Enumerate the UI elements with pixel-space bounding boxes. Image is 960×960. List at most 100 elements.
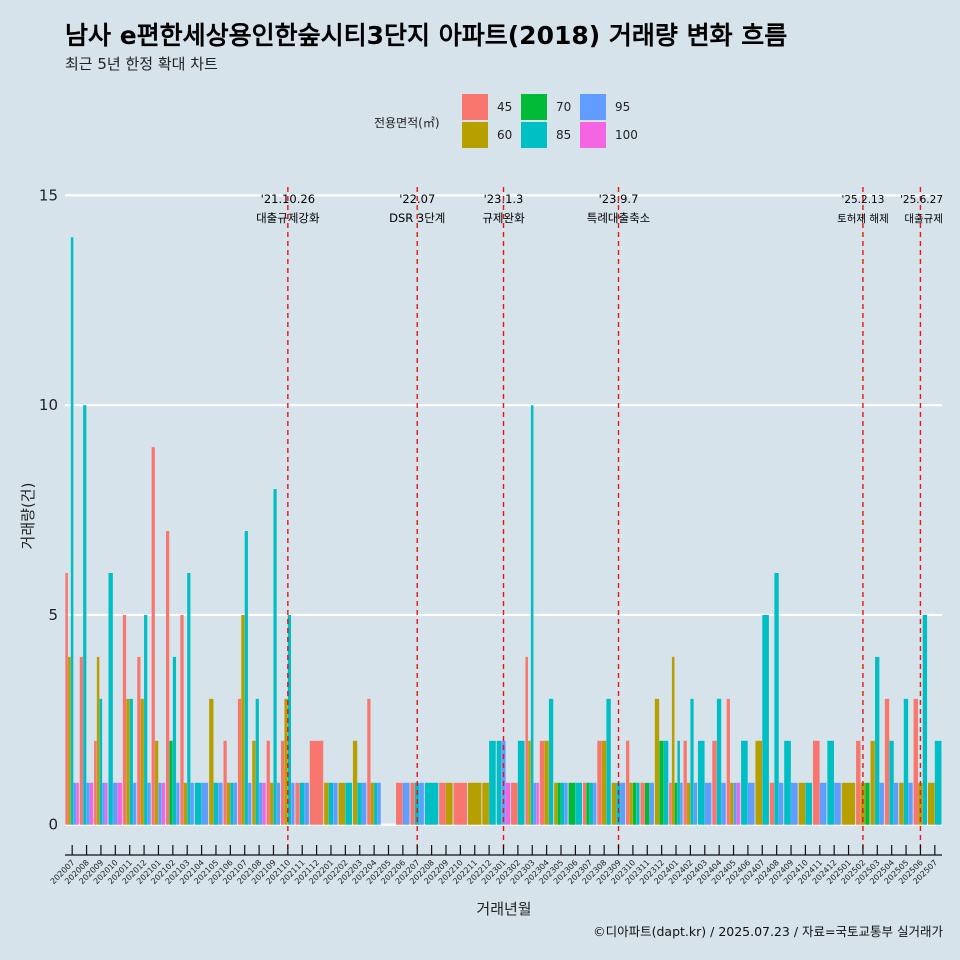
- bar: [893, 782, 899, 825]
- bar: [453, 782, 467, 825]
- legend-label: 95: [615, 100, 630, 114]
- event-label: 대출규제강화: [256, 211, 320, 225]
- bar: [805, 782, 813, 825]
- bar: [704, 782, 712, 825]
- bar: [439, 782, 446, 825]
- bars: [65, 237, 942, 825]
- bar: [223, 740, 227, 825]
- legend-label: 85: [556, 128, 571, 142]
- bar: [68, 656, 71, 825]
- bar: [377, 782, 381, 825]
- bar: [741, 740, 748, 825]
- bar: [716, 698, 722, 825]
- bar: [230, 782, 234, 825]
- y-tick-label: 10: [39, 396, 58, 414]
- chart-subtitle: 최근 5년 한정 확대 차트: [65, 55, 218, 73]
- bar: [697, 740, 705, 825]
- bar: [262, 782, 266, 825]
- bar: [640, 782, 645, 825]
- bar: [539, 740, 545, 825]
- bar: [899, 782, 904, 825]
- bar: [183, 782, 188, 825]
- bar: [922, 614, 928, 825]
- bar: [934, 740, 942, 825]
- bar: [333, 782, 338, 825]
- event-date: '21.10.26: [261, 192, 315, 206]
- bar: [778, 782, 784, 825]
- bar: [680, 782, 683, 825]
- bar: [798, 782, 806, 825]
- bar: [180, 614, 184, 825]
- bar: [367, 698, 371, 825]
- bar: [255, 698, 259, 825]
- bar: [671, 656, 675, 825]
- bar: [424, 782, 439, 825]
- bar: [76, 782, 79, 825]
- bar: [122, 614, 127, 825]
- bar: [586, 782, 590, 825]
- bar: [419, 782, 424, 825]
- x-axis: 2020072020082020092020102020112020122021…: [49, 845, 942, 886]
- legend-label: 45: [497, 100, 512, 114]
- bar: [733, 782, 737, 825]
- bar: [102, 782, 105, 825]
- bar: [147, 782, 151, 825]
- bar: [89, 782, 94, 825]
- event-label: 규제완화: [482, 211, 525, 225]
- bar: [557, 782, 561, 825]
- bar: [345, 782, 352, 825]
- bar: [218, 782, 223, 825]
- legend-label: 70: [556, 100, 571, 114]
- bar: [237, 698, 242, 825]
- bar: [677, 740, 680, 825]
- bar: [370, 782, 374, 825]
- event-date: '25.2.13: [841, 194, 884, 206]
- bar: [137, 656, 141, 825]
- bar: [597, 740, 602, 825]
- bar: [528, 740, 531, 825]
- bar: [517, 740, 525, 825]
- bar: [129, 698, 133, 825]
- bar: [669, 782, 672, 825]
- bar: [575, 782, 583, 825]
- bar: [496, 740, 502, 825]
- bar: [693, 782, 698, 825]
- bar: [201, 782, 209, 825]
- source-caption: ©디아파트(dapt.kr) / 2025.07.23 / 자료=국토교통부 실…: [593, 924, 943, 939]
- bar: [774, 572, 779, 825]
- bar: [126, 698, 130, 825]
- bar: [827, 740, 834, 825]
- event-label: DSR 3단계: [389, 211, 445, 225]
- bar: [489, 740, 496, 825]
- bar: [328, 782, 334, 825]
- bar: [686, 782, 691, 825]
- y-axis: 0 5 10 15: [39, 186, 58, 833]
- bar: [244, 531, 248, 825]
- bar: [140, 698, 144, 825]
- chart-title: 남사 e편한세상용인한숲시티3단지 아파트(2018) 거래량 변화 흐름: [65, 21, 787, 50]
- bar: [281, 740, 285, 825]
- bar: [544, 740, 549, 825]
- bar: [561, 782, 565, 825]
- legend-swatch: [462, 122, 488, 148]
- bar: [856, 740, 861, 825]
- bar: [96, 656, 100, 825]
- event-date: '23.9.7: [599, 192, 639, 206]
- bar: [252, 740, 256, 825]
- bar: [747, 782, 755, 825]
- bar: [784, 740, 791, 825]
- bar: [611, 782, 617, 825]
- bar: [554, 782, 558, 825]
- bar: [530, 405, 534, 825]
- bar: [276, 782, 281, 825]
- bar: [176, 782, 180, 825]
- bar: [108, 572, 113, 825]
- bar: [352, 740, 358, 825]
- bar: [266, 740, 270, 825]
- bar: [879, 782, 884, 825]
- bar: [169, 740, 173, 825]
- event-date: '25.6.27: [900, 194, 943, 206]
- bar: [870, 740, 875, 825]
- bar: [79, 656, 83, 825]
- bar: [690, 698, 694, 825]
